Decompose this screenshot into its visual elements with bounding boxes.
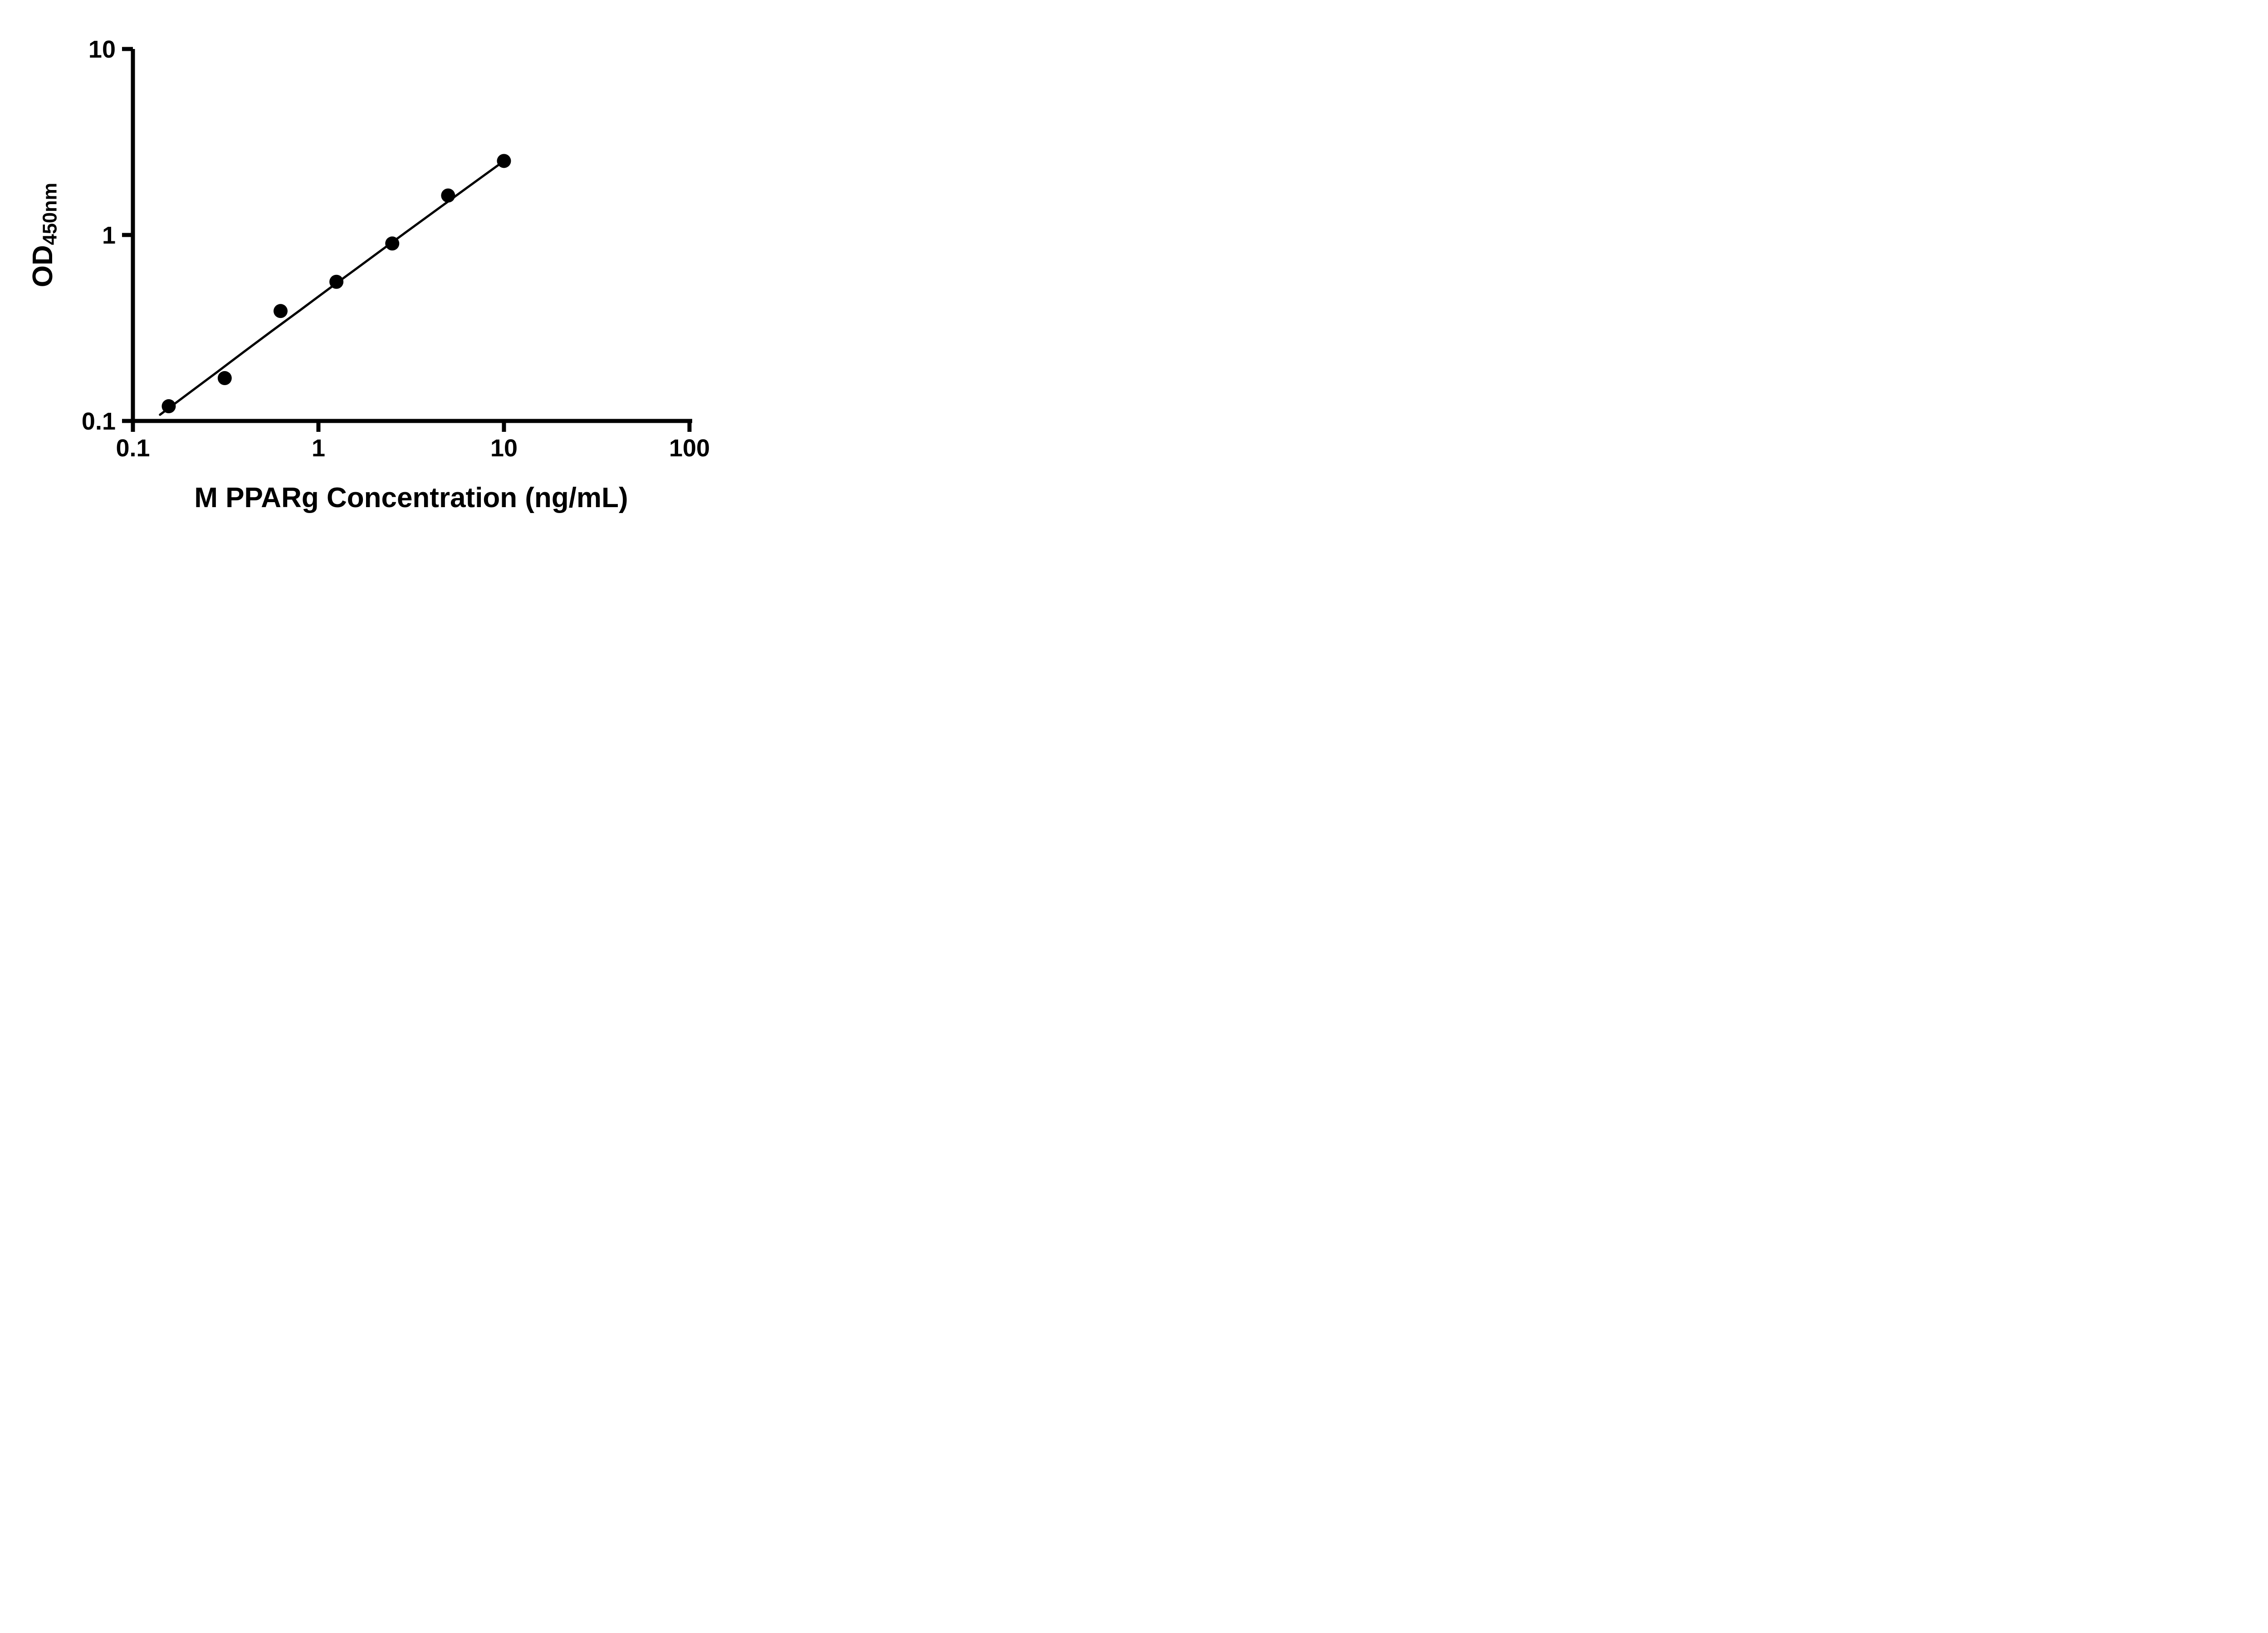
x-tick-label: 0.1	[116, 435, 150, 462]
elisa-standard-curve-figure: 0.1 1 10 100 0.1 1 10 M PPARg Concentration (n…	[0, 0, 761, 544]
x-axis-title: M PPARg Concentration (ng/mL)	[194, 482, 628, 513]
data-point-marker	[161, 399, 176, 414]
x-tick-label: 1	[312, 435, 325, 462]
fit-curve-path	[159, 160, 505, 416]
data-point-marker	[217, 371, 232, 386]
x-tick-label: 100	[669, 435, 710, 462]
y-tick-label: 0.1	[82, 408, 116, 435]
y-axis-title-main: OD	[27, 245, 59, 288]
x-tick-label: 10	[490, 435, 518, 462]
y-tick-label: 1	[102, 222, 116, 249]
y-axis-title: OD450nm	[22, 99, 64, 371]
data-point-marker	[329, 274, 344, 289]
data-point-marker	[497, 154, 511, 168]
y-tick-label: 10	[88, 36, 116, 63]
data-point-marker	[441, 188, 455, 203]
y-axis-title-subscript: 450nm	[39, 182, 61, 245]
chart-canvas: 0.1 1 10 100 0.1 1 10	[82, 36, 710, 462]
data-point-marker	[274, 304, 288, 318]
data-point-marker	[385, 236, 400, 251]
